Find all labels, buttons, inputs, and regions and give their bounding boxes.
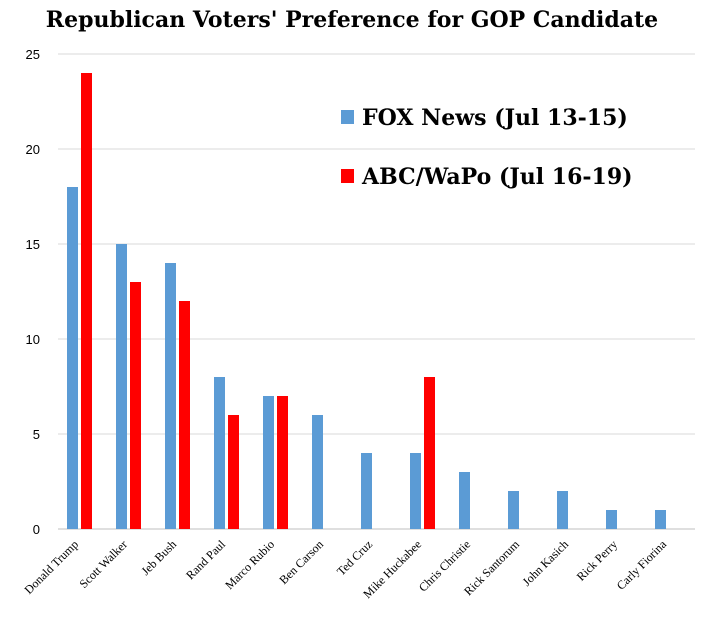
bar-fox [361,453,372,529]
y-axis-ticks: 0 5 10 15 20 25 [26,47,40,537]
x-tick-label: Carly Fiorina [614,537,670,593]
bar-fox [606,510,617,529]
x-tick-label: Scott Walker [77,537,131,591]
bar-abc [179,301,190,529]
x-tick-label: Jeb Bush [138,537,179,578]
x-tick-label: Marco Rubio [222,537,277,592]
legend-swatch [341,110,354,124]
bar-abc [130,282,141,529]
chart-title: Republican Voters' Preference for GOP Ca… [46,7,658,33]
bar-abc [228,415,239,529]
bar-fox [459,472,470,529]
bar-fox [214,377,225,529]
legend: FOX News (Jul 13-15) ABC/WaPo (Jul 16-19) [341,105,633,190]
x-tick-label: Rand Paul [183,537,228,582]
x-tick-label: Ben Carson [276,537,326,587]
x-tick-label: John Kasich [520,537,572,589]
legend-swatch [341,169,354,183]
gridlines [58,53,695,530]
bar-fox [508,491,519,529]
bar-fox [165,263,176,529]
bar-abc [424,377,435,529]
x-tick-label: Donald Trump [21,537,81,597]
bar-fox [67,187,78,529]
bar-fox [263,396,274,529]
legend-label: ABC/WaPo (Jul 16-19) [361,164,633,190]
y-tick-label: 25 [26,47,40,62]
x-tick-label: Rick Perry [574,537,620,583]
bar-fox [312,415,323,529]
legend-label: FOX News (Jul 13-15) [362,105,628,131]
y-tick-label: 0 [33,522,40,537]
bar-abc [277,396,288,529]
bars [67,73,666,529]
y-tick-label: 5 [33,427,40,442]
bar-abc [81,73,92,529]
y-tick-label: 20 [26,142,40,157]
bar-fox [410,453,421,529]
x-tick-label: Ted Cruz [334,537,375,578]
bar-fox [557,491,568,529]
y-tick-label: 15 [26,237,40,252]
bar-fox [655,510,666,529]
bar-fox [116,244,127,529]
y-tick-label: 10 [26,332,40,347]
